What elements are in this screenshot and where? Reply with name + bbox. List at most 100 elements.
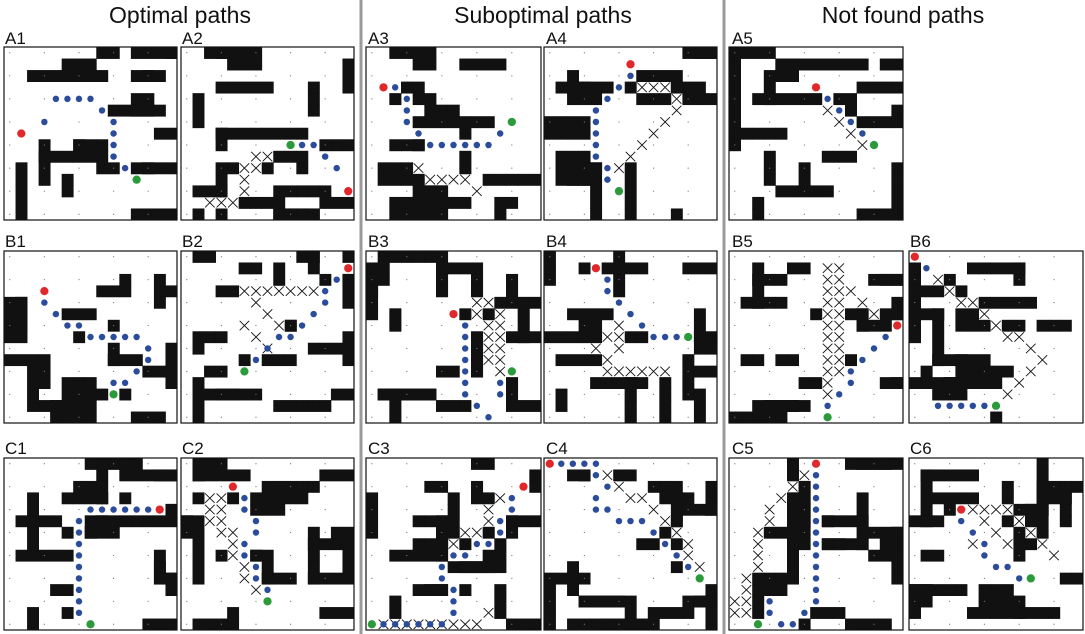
path-dot: [41, 299, 48, 306]
grid-dot: [769, 554, 771, 557]
maze-wall: [624, 185, 637, 198]
explored-x-mark: [1002, 389, 1013, 400]
maze-wall: [1001, 607, 1014, 619]
maze-wall: [624, 377, 637, 389]
explored-x-mark: [613, 481, 625, 492]
goal-marker: [132, 175, 141, 184]
grid-dot: [583, 256, 585, 258]
grid-dot: [476, 600, 478, 602]
maze-wall: [798, 515, 811, 528]
grid-dot: [803, 554, 806, 557]
grid-dot: [734, 121, 736, 123]
maze-wall: [787, 469, 799, 482]
grid-dot: [803, 393, 806, 395]
maze-wall: [389, 196, 402, 209]
maze-wall: [1001, 492, 1014, 505]
maze-wall: [682, 81, 695, 94]
explored-x-mark: [448, 619, 459, 630]
start-marker: [228, 482, 238, 491]
grid-dot: [112, 531, 115, 534]
grid-dot: [43, 167, 45, 169]
path-dot: [133, 506, 140, 513]
maze-wall: [879, 273, 892, 286]
grid-dot: [511, 213, 513, 215]
maze-wall: [967, 492, 979, 505]
explored-x-mark: [262, 309, 273, 320]
maze-wall: [601, 595, 614, 608]
grid-dot: [838, 52, 840, 54]
maze-panel-c4: [543, 457, 718, 631]
maze-wall: [845, 538, 857, 551]
maze-panel-a1: [3, 46, 178, 221]
maze-wall: [261, 503, 274, 516]
grid-dot: [147, 98, 149, 100]
grid-dot: [652, 256, 655, 258]
maze-wall: [215, 285, 228, 298]
grid-dot: [220, 577, 222, 580]
maze-panel-b3: [365, 250, 542, 424]
explored-x-mark: [216, 527, 227, 538]
explored-x-mark: [285, 286, 296, 297]
grid-dot: [873, 554, 875, 557]
maze-wall: [192, 185, 205, 198]
grid-dot: [289, 121, 292, 123]
grid-dot: [255, 416, 257, 418]
explored-x-mark: [834, 309, 845, 320]
explored-x-mark: [648, 366, 659, 377]
maze-wall: [107, 285, 120, 298]
grid-dot: [873, 302, 875, 304]
path-dot: [87, 95, 94, 103]
grid-dot: [687, 416, 689, 418]
grid-dot: [112, 98, 115, 100]
grid-dot: [9, 600, 11, 602]
explored-x-mark: [602, 331, 613, 343]
explored-x-mark: [671, 105, 682, 116]
start-marker: [910, 252, 919, 261]
maze-wall: [238, 81, 251, 94]
grid-dot: [220, 279, 222, 281]
goal-marker: [869, 140, 879, 150]
maze-wall: [590, 595, 603, 608]
maze-wall: [1048, 492, 1061, 505]
maze-wall: [377, 251, 390, 263]
explored-x-mark: [625, 366, 636, 377]
maze-wall: [555, 400, 568, 412]
grid-dot: [687, 190, 689, 192]
grid-dot: [1018, 623, 1020, 625]
maze-wall: [693, 47, 706, 59]
grid-dot: [112, 302, 115, 304]
grid-dot: [324, 509, 326, 511]
grid-dot: [324, 279, 326, 281]
maze-wall: [192, 549, 205, 562]
grid-dot: [1018, 509, 1020, 511]
maze-wall: [471, 561, 484, 574]
explored-x-mark: [613, 366, 625, 377]
maze-wall: [693, 411, 706, 424]
maze-wall: [238, 127, 251, 140]
explored-x-mark: [694, 561, 705, 572]
maze-wall: [436, 584, 449, 596]
goal-marker: [991, 401, 1001, 410]
maze-wall: [204, 365, 216, 378]
path-dot: [604, 95, 611, 103]
grid-dot: [324, 393, 326, 395]
grid-dot: [687, 302, 689, 304]
maze-wall: [238, 354, 251, 367]
grid-dot: [476, 416, 478, 418]
maze-wall: [705, 584, 718, 596]
maze-wall: [544, 127, 556, 140]
grid-dot: [687, 531, 689, 534]
maze-wall: [752, 208, 765, 221]
grid-dot: [147, 393, 149, 395]
maze-wall: [693, 262, 706, 275]
maze-wall: [261, 561, 274, 574]
grid-dot: [873, 98, 875, 100]
grid-dot: [583, 531, 585, 534]
maze-wall: [459, 584, 472, 596]
grid-dot: [112, 370, 115, 372]
grid-dot: [618, 531, 620, 534]
explored-x-mark: [979, 504, 990, 515]
maze-wall: [471, 331, 484, 344]
maze-wall: [15, 162, 28, 175]
path-dot: [496, 391, 504, 398]
